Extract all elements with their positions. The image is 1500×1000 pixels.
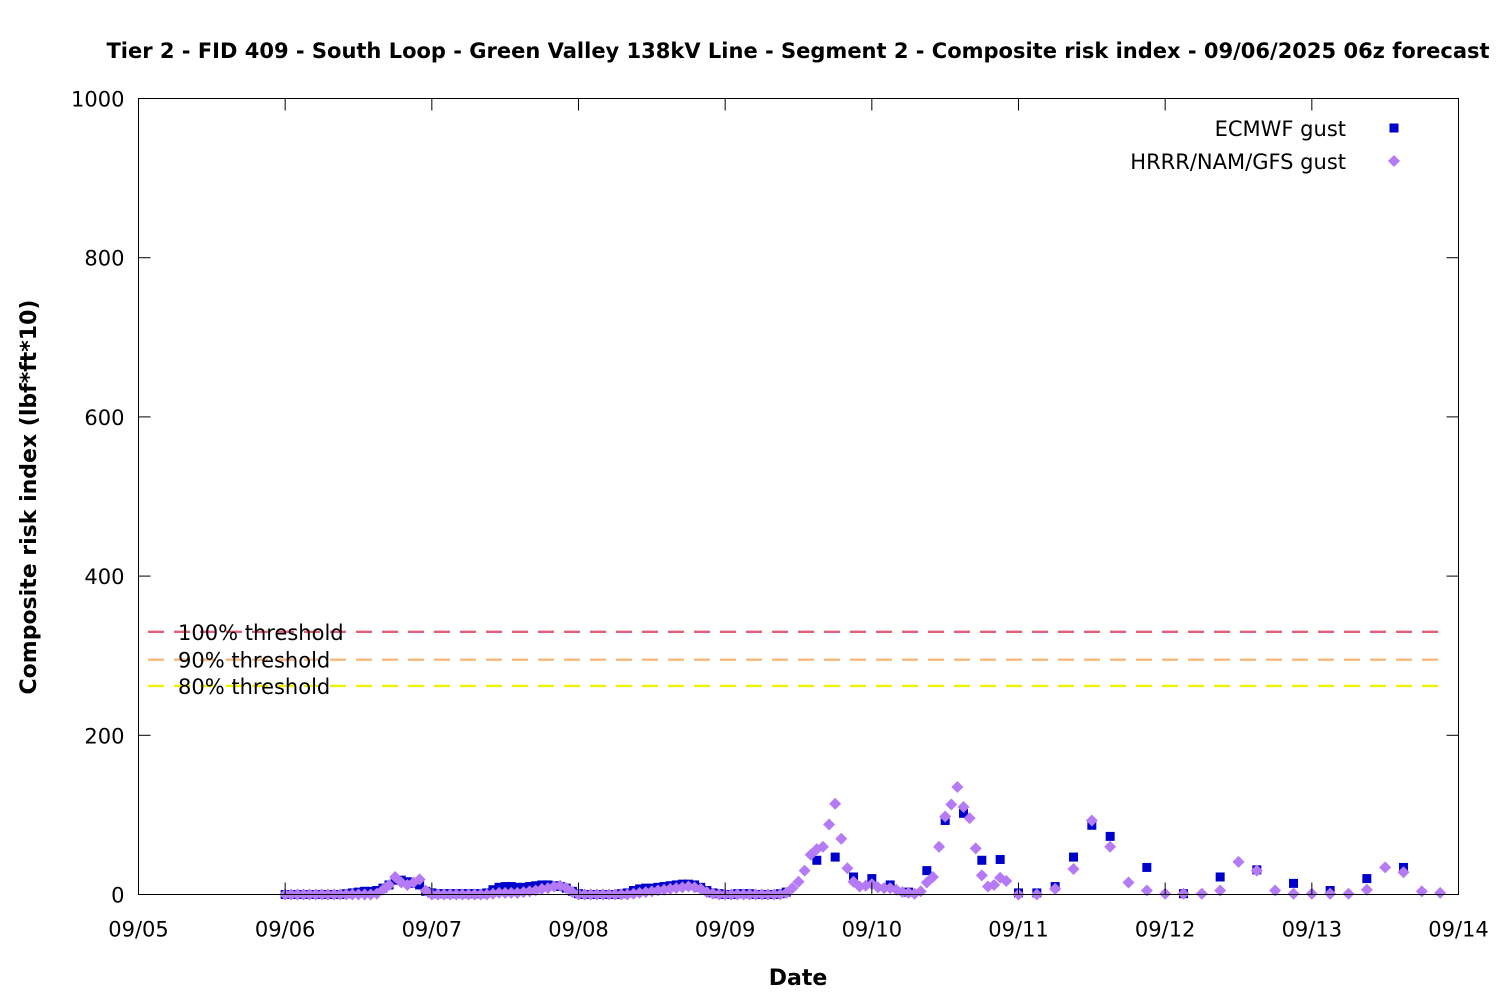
x-tick-label: 09/07 bbox=[402, 918, 463, 942]
data-point bbox=[500, 882, 510, 892]
ticks-layer: 0 200 400 600 800 1000 09/05 09/06 09/07 09/08 09/… bbox=[71, 88, 1489, 942]
data-point bbox=[1140, 884, 1153, 897]
data-point bbox=[413, 873, 426, 886]
data-point bbox=[841, 862, 854, 875]
data-point bbox=[995, 854, 1005, 864]
data-point bbox=[1269, 884, 1282, 897]
x-tick-label: 09/12 bbox=[1135, 918, 1196, 942]
data-point bbox=[505, 886, 518, 899]
data-point bbox=[1360, 883, 1373, 896]
data-point bbox=[988, 878, 1001, 891]
y-tick-label: 1000 bbox=[71, 88, 124, 112]
data-point bbox=[812, 855, 822, 865]
data-point bbox=[798, 864, 811, 877]
data-point bbox=[1105, 831, 1115, 841]
x-tick-label: 09/06 bbox=[255, 918, 316, 942]
data-point bbox=[951, 781, 964, 794]
legend-marker bbox=[1389, 123, 1399, 133]
data-point bbox=[1104, 840, 1117, 853]
data-point bbox=[1379, 861, 1392, 874]
y-tick-label: 400 bbox=[84, 565, 124, 589]
data-point bbox=[835, 832, 848, 845]
data-point bbox=[1250, 864, 1263, 877]
data-point bbox=[1215, 872, 1225, 882]
data-point bbox=[499, 886, 512, 899]
data-point bbox=[939, 810, 952, 823]
data-point bbox=[823, 818, 836, 831]
data-point bbox=[963, 812, 976, 825]
plot-frame bbox=[138, 98, 1459, 895]
data-point bbox=[1362, 874, 1372, 884]
data-point bbox=[1195, 887, 1208, 900]
data-point bbox=[959, 808, 968, 818]
data-point bbox=[957, 800, 970, 813]
data-point bbox=[1122, 876, 1135, 889]
x-tick-label: 09/14 bbox=[1428, 918, 1489, 942]
y-tick-label: 600 bbox=[84, 406, 124, 430]
chart-title: Tier 2 - FID 409 - South Loop - Green Va… bbox=[106, 39, 1489, 63]
y-tick-label: 0 bbox=[111, 884, 124, 908]
data-point bbox=[506, 882, 516, 892]
data-point bbox=[933, 840, 946, 853]
data-point bbox=[792, 875, 805, 888]
threshold-label: 100% threshold bbox=[178, 621, 344, 645]
data-point bbox=[969, 842, 982, 855]
points-layer bbox=[279, 781, 1447, 901]
data-point bbox=[1142, 862, 1152, 872]
data-point bbox=[1000, 874, 1013, 887]
series-hrrr-nam-gfs-gust bbox=[279, 781, 1447, 901]
x-tick-label: 09/11 bbox=[988, 918, 1049, 942]
data-point bbox=[975, 869, 988, 882]
x-tick-label: 09/13 bbox=[1282, 918, 1343, 942]
data-point bbox=[1214, 884, 1227, 897]
data-point bbox=[878, 882, 891, 895]
data-point bbox=[1177, 887, 1190, 900]
x-axis-label: Date bbox=[769, 966, 828, 991]
x-tick-label: 09/09 bbox=[695, 918, 756, 942]
data-point bbox=[786, 882, 799, 895]
data-point bbox=[1049, 882, 1062, 895]
data-point bbox=[829, 797, 842, 810]
threshold-label: 80% threshold bbox=[178, 675, 330, 699]
legend-label: HRRR/NAM/GFS gust bbox=[1130, 150, 1346, 174]
data-point bbox=[945, 798, 958, 811]
data-point bbox=[1069, 852, 1078, 862]
legend-label: ECMWF gust bbox=[1215, 117, 1346, 141]
data-point bbox=[1289, 878, 1298, 888]
x-tick-label: 09/05 bbox=[108, 918, 169, 942]
data-point bbox=[926, 870, 939, 883]
data-point bbox=[1324, 887, 1337, 900]
data-point bbox=[830, 852, 840, 862]
legend: ECMWF gust HRRR/NAM/GFS gust bbox=[1130, 117, 1400, 174]
data-point bbox=[1085, 814, 1098, 827]
x-tick-label: 09/10 bbox=[842, 918, 903, 942]
legend-marker bbox=[1388, 155, 1400, 167]
x-tick-label: 09/08 bbox=[548, 918, 609, 942]
data-point bbox=[977, 855, 987, 865]
data-point bbox=[1434, 886, 1447, 899]
data-point bbox=[1397, 866, 1410, 879]
y-tick-label: 200 bbox=[84, 724, 124, 748]
y-tick-label: 800 bbox=[84, 247, 124, 271]
data-point bbox=[1232, 855, 1245, 868]
threshold-label: 90% threshold bbox=[178, 649, 330, 673]
y-axis-label: Composite risk index (lbf*ft*10) bbox=[17, 300, 42, 695]
data-point bbox=[383, 878, 396, 891]
data-point bbox=[922, 866, 932, 876]
data-point bbox=[1067, 863, 1080, 876]
data-point bbox=[493, 886, 506, 899]
data-point bbox=[1342, 887, 1355, 900]
data-point bbox=[1287, 887, 1300, 900]
data-point bbox=[816, 840, 829, 853]
